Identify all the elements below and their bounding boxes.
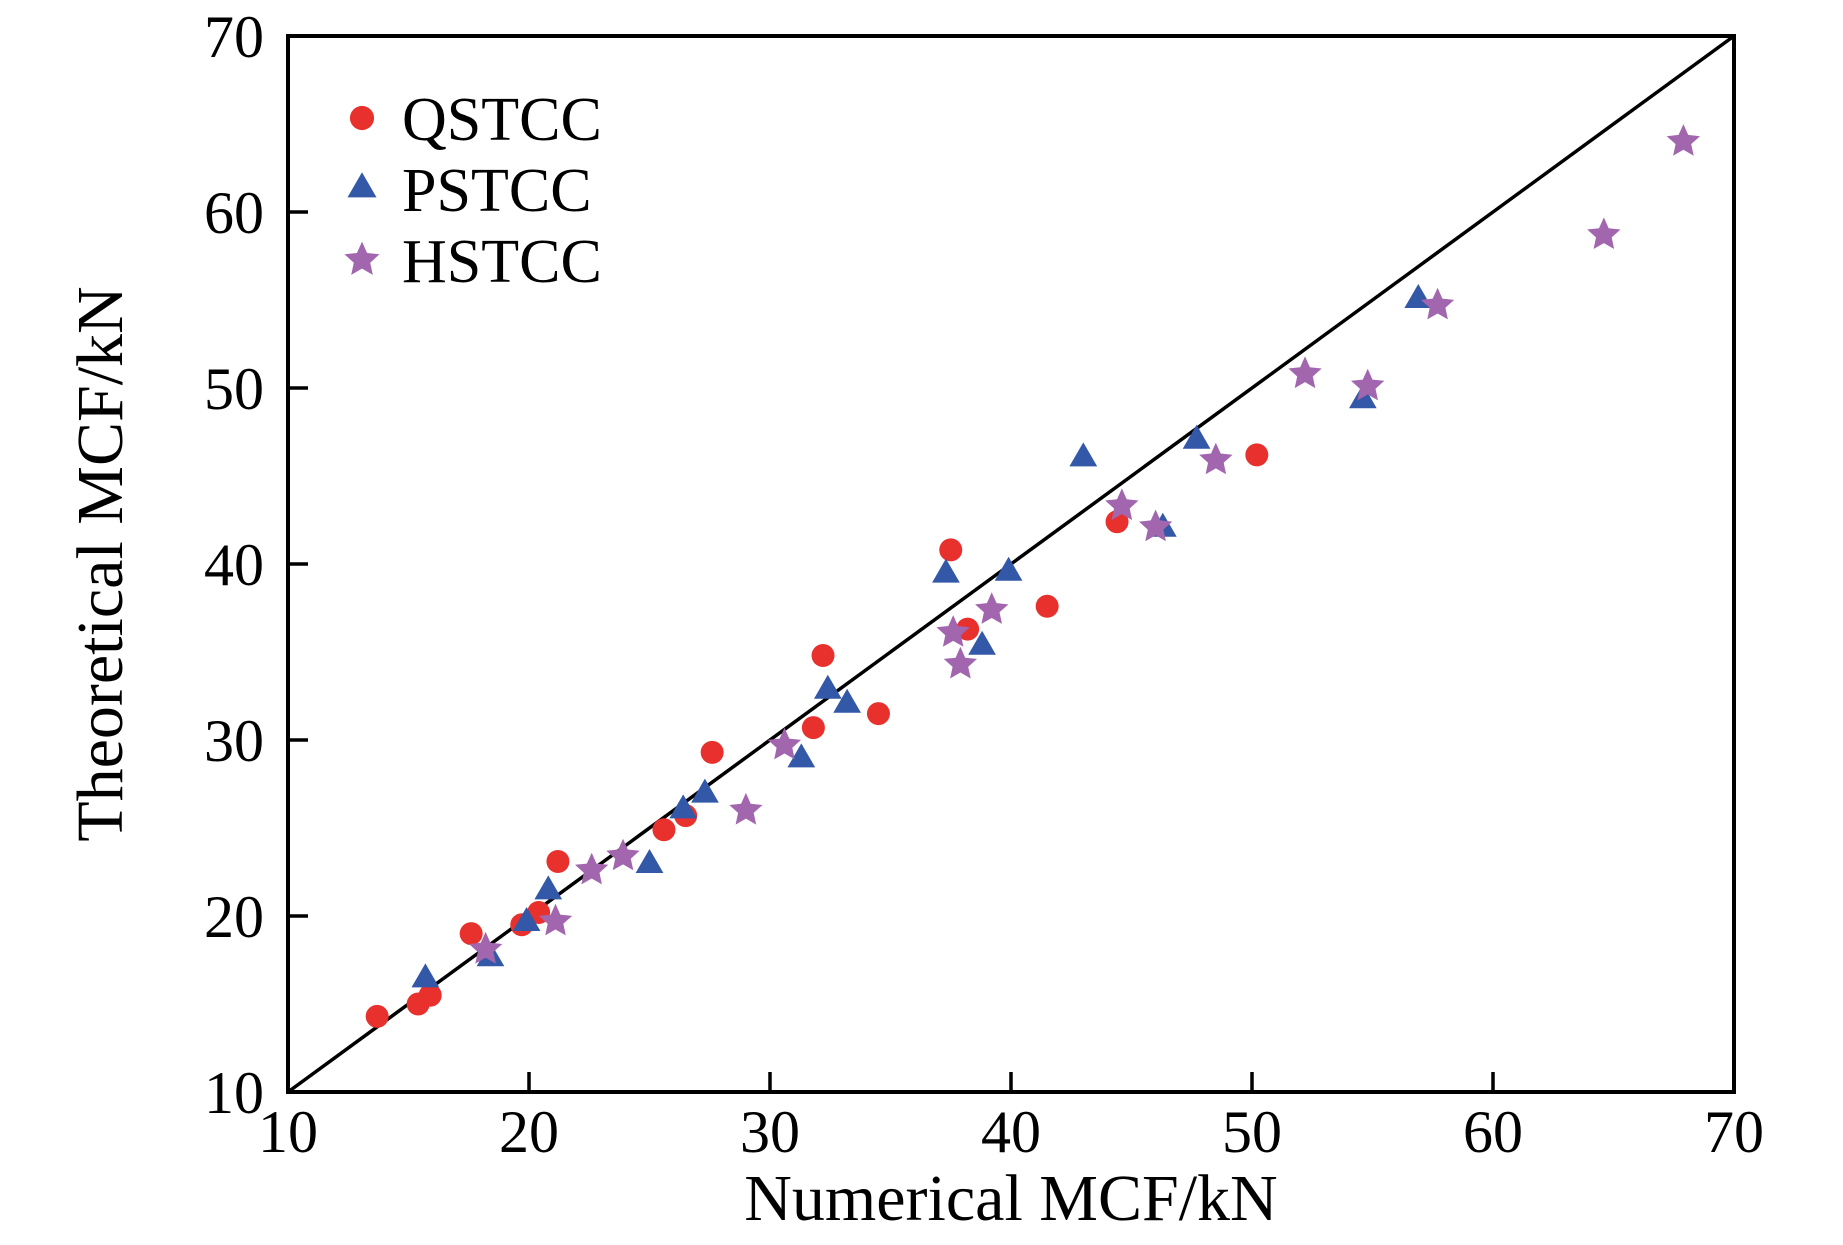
legend-item: PSTCC bbox=[347, 157, 592, 225]
triangle-marker bbox=[994, 556, 1023, 581]
star-marker bbox=[469, 931, 503, 964]
triangle-marker bbox=[833, 688, 861, 713]
x-tick-label: 30 bbox=[740, 1099, 800, 1165]
triangle-marker bbox=[669, 794, 698, 819]
y-tick-label: 10 bbox=[204, 1060, 264, 1126]
star-marker bbox=[1351, 368, 1385, 401]
star-marker bbox=[1288, 356, 1322, 389]
circle-marker bbox=[1105, 510, 1129, 534]
circle-marker bbox=[1245, 443, 1269, 467]
triangle-marker bbox=[534, 875, 563, 900]
star-marker bbox=[729, 792, 763, 825]
star-marker bbox=[1587, 217, 1621, 249]
triangle-marker bbox=[787, 743, 816, 768]
y-tick-label: 20 bbox=[204, 884, 264, 950]
legend-item: HSTCC bbox=[344, 228, 602, 296]
star-marker bbox=[538, 903, 573, 936]
x-tick-label: 70 bbox=[1704, 1099, 1764, 1165]
star-marker bbox=[936, 615, 970, 647]
triangle-marker bbox=[635, 849, 664, 873]
y-axis-label: Theoretical MCF/kN bbox=[64, 286, 137, 841]
triangle-marker bbox=[512, 907, 541, 931]
circle-marker bbox=[652, 818, 676, 842]
circle-marker bbox=[811, 644, 835, 668]
triangle-marker bbox=[411, 963, 440, 988]
triangle-marker bbox=[1069, 442, 1098, 467]
y-tick-label: 70 bbox=[204, 4, 264, 70]
circle-marker bbox=[365, 1004, 389, 1028]
circle-marker bbox=[546, 849, 570, 873]
circle-marker bbox=[418, 983, 442, 1007]
x-tick-label: 10 bbox=[258, 1099, 318, 1165]
circle-marker bbox=[939, 538, 963, 562]
x-tick-label: 60 bbox=[1463, 1099, 1523, 1165]
star-marker bbox=[1420, 287, 1455, 320]
triangle-marker bbox=[347, 172, 377, 198]
star-marker bbox=[1139, 509, 1173, 542]
circle-marker bbox=[700, 740, 724, 764]
star-marker bbox=[1199, 442, 1233, 475]
x-tick-label: 40 bbox=[981, 1099, 1041, 1165]
star-marker bbox=[1666, 124, 1700, 156]
circle-marker bbox=[866, 702, 890, 726]
y-tick-label: 50 bbox=[204, 356, 264, 422]
y-tick-label: 30 bbox=[204, 708, 264, 774]
star-marker bbox=[1105, 488, 1139, 521]
series-pstcc bbox=[411, 284, 1433, 988]
y-tick-label: 40 bbox=[204, 532, 264, 598]
legend-label: HSTCC bbox=[402, 228, 602, 296]
series-qstcc bbox=[365, 443, 1269, 1028]
circle-marker bbox=[1035, 594, 1059, 618]
circle-marker bbox=[349, 105, 375, 131]
star-marker bbox=[943, 646, 977, 679]
star-marker bbox=[975, 592, 1009, 624]
star-marker bbox=[767, 727, 802, 760]
legend-item: QSTCC bbox=[349, 86, 602, 154]
triangle-marker bbox=[932, 558, 960, 583]
triangle-marker bbox=[691, 778, 719, 803]
legend-label: QSTCC bbox=[402, 86, 602, 154]
star-marker bbox=[344, 241, 380, 275]
circle-marker bbox=[459, 922, 483, 946]
circle-marker bbox=[801, 716, 825, 740]
x-tick-label: 20 bbox=[499, 1099, 559, 1165]
y-tick-label: 60 bbox=[204, 180, 264, 246]
triangle-marker bbox=[968, 630, 996, 655]
legend-label: PSTCC bbox=[402, 157, 592, 225]
triangle-marker bbox=[1182, 424, 1211, 449]
x-axis-label: Numerical MCF/kN bbox=[744, 1162, 1277, 1235]
star-marker bbox=[575, 852, 609, 885]
x-tick-label: 50 bbox=[1222, 1099, 1282, 1165]
triangle-marker bbox=[814, 674, 842, 699]
star-marker bbox=[606, 838, 640, 871]
series-hstcc bbox=[469, 124, 1700, 964]
